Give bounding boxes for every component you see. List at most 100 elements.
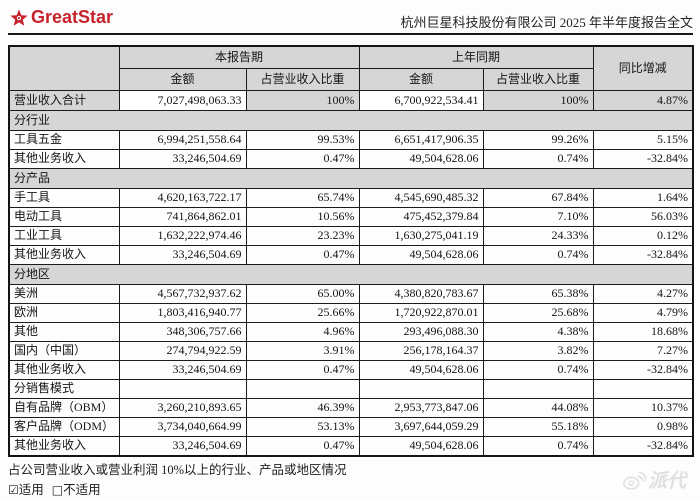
cell-amount-current: 6,994,251,558.64 (118, 130, 247, 150)
checkbox-applicable-checked: ☑ (8, 483, 19, 497)
cell-amount-prior: 1,720,922,870.01 (358, 303, 484, 323)
cell-pct-current: 0.47% (245, 245, 360, 265)
section-label-by-industry: 分行业 (8, 110, 694, 131)
revenue-breakdown-table: 本报告期 上年同期 同比增减 金额 占营业收入比重 金额 占营业收入比重 营业收… (8, 45, 695, 457)
checkbox-not-applicable: □ (51, 483, 64, 497)
table-row: 自有品牌（OBM） 3,260,210,893.65 46.39% 2,953,… (8, 398, 694, 418)
cell-empty (592, 379, 694, 399)
greatstar-logo: GreatStar (10, 7, 113, 28)
row-label: 国内（中国） (8, 341, 120, 361)
cell-pct-current: 100% (245, 90, 360, 111)
section-row-sales-mode: 分销售模式 (8, 379, 694, 399)
cell-pct-prior: 44.08% (482, 398, 594, 418)
cell-amount-prior: 1,630,275,041.19 (358, 226, 484, 246)
cell-pct-current: 46.39% (245, 398, 360, 418)
cell-pct-current: 99.53% (245, 130, 360, 150)
cell-amount-prior: 2,953,773,847.06 (358, 398, 484, 418)
cell-pct-current: 3.91% (245, 341, 360, 361)
row-label: 电动工具 (8, 207, 120, 227)
col-yoy-change: 同比增减 (592, 45, 694, 91)
cell-empty (482, 379, 594, 399)
cell-yoy: -32.84% (592, 436, 694, 457)
col-group-current-period: 本报告期 (118, 45, 360, 69)
cell-pct-prior: 99.26% (482, 130, 594, 150)
table-row: 其他业务收入 33,246,504.69 0.47% 49,504,628.06… (8, 360, 694, 380)
watermark-icon (622, 469, 646, 491)
cell-yoy: 56.03% (592, 207, 694, 227)
cell-pct-prior: 65.38% (482, 284, 594, 304)
cell-empty (358, 379, 484, 399)
cell-pct-prior: 55.18% (482, 417, 594, 437)
row-label: 营业收入合计 (8, 90, 120, 111)
cell-amount-prior: 475,452,379.84 (358, 207, 484, 227)
row-label: 手工具 (8, 188, 120, 208)
cell-amount-prior: 49,504,628.06 (358, 149, 484, 169)
col-pct-prior: 占营业收入比重 (482, 68, 594, 91)
page-header: GreatStar 杭州巨星科技股份有限公司 2025 年半年度报告全文 (8, 0, 693, 35)
cell-pct-prior: 0.74% (482, 245, 594, 265)
cell-amount-current: 7,027,498,063.33 (118, 90, 247, 111)
row-label: 其他 (8, 322, 120, 342)
cell-yoy: 0.12% (592, 226, 694, 246)
section-label-by-sales-mode: 分销售模式 (8, 379, 120, 399)
footnote-text: 占公司营业收入或营业利润 10%以上的行业、产品或地区情况 (8, 463, 347, 477)
table-row: 电动工具 741,864,862.01 10.56% 475,452,379.8… (8, 207, 694, 227)
section-label-by-product: 分产品 (8, 168, 694, 189)
cell-amount-current: 33,246,504.69 (118, 360, 247, 380)
row-label: 美洲 (8, 284, 120, 304)
cell-amount-prior: 4,545,690,485.32 (358, 188, 484, 208)
cell-pct-prior: 7.10% (482, 207, 594, 227)
cell-pct-current: 0.47% (245, 149, 360, 169)
cell-yoy: 18.68% (592, 322, 694, 342)
cell-pct-current: 53.13% (245, 417, 360, 437)
cell-amount-prior: 4,380,820,783.67 (358, 284, 484, 304)
table-row: 手工具 4,620,163,722.17 65.74% 4,545,690,48… (8, 188, 694, 208)
cell-pct-prior: 0.74% (482, 436, 594, 457)
cell-amount-current: 1,803,416,940.77 (118, 303, 247, 323)
col-group-prior-period: 上年同期 (358, 45, 594, 69)
cell-pct-prior: 24.33% (482, 226, 594, 246)
cell-yoy: -32.84% (592, 149, 694, 169)
row-label: 欧洲 (8, 303, 120, 323)
col-pct-current: 占营业收入比重 (245, 68, 360, 91)
cell-amount-current: 4,620,163,722.17 (118, 188, 247, 208)
table-row: 国内（中国） 274,794,922.59 3.91% 256,178,164.… (8, 341, 694, 361)
cell-amount-current: 3,260,210,893.65 (118, 398, 247, 418)
row-label: 工具五金 (8, 130, 120, 150)
table-row: 欧洲 1,803,416,940.77 25.66% 1,720,922,870… (8, 303, 694, 323)
row-label: 客户品牌（ODM） (8, 417, 120, 437)
cell-amount-current: 4,567,732,937.62 (118, 284, 247, 304)
section-row: 分地区 (8, 264, 694, 285)
corner-cell (8, 45, 120, 91)
not-applicable-label: 不适用 (63, 483, 101, 497)
cell-amount-prior: 293,496,088.30 (358, 322, 484, 342)
table-row: 其他业务收入 33,246,504.69 0.47% 49,504,628.06… (8, 436, 694, 457)
col-amount-prior: 金额 (358, 68, 484, 91)
cell-pct-prior: 0.74% (482, 149, 594, 169)
row-label: 其他业务收入 (8, 245, 120, 265)
cell-amount-current: 348,306,757.66 (118, 322, 247, 342)
cell-pct-current: 0.47% (245, 360, 360, 380)
cell-yoy: 1.64% (592, 188, 694, 208)
cell-pct-current: 23.23% (245, 226, 360, 246)
cell-pct-current: 25.66% (245, 303, 360, 323)
cell-yoy: 0.98% (592, 417, 694, 437)
table-row: 工具五金 6,994,251,558.64 99.53% 6,651,417,9… (8, 130, 694, 150)
cell-amount-current: 741,864,862.01 (118, 207, 247, 227)
table-row: 其他业务收入 33,246,504.69 0.47% 49,504,628.06… (8, 245, 694, 265)
cell-empty (245, 379, 360, 399)
row-label: 工业工具 (8, 226, 120, 246)
watermark: 派代 (622, 466, 686, 493)
cell-pct-current: 10.56% (245, 207, 360, 227)
cell-yoy: 5.15% (592, 130, 694, 150)
cell-empty (118, 379, 247, 399)
star-icon (10, 8, 28, 27)
report-title: 杭州巨星科技股份有限公司 2025 年半年度报告全文 (400, 15, 693, 30)
cell-amount-current: 1,632,222,974.46 (118, 226, 247, 246)
cell-amount-current: 3,734,040,664.99 (118, 417, 247, 437)
cell-pct-current: 0.47% (245, 436, 360, 457)
applicability-line: ☑适用 □不适用 (8, 479, 101, 498)
cell-pct-prior: 25.68% (482, 303, 594, 323)
table-row: 其他业务收入 33,246,504.69 0.47% 49,504,628.06… (8, 149, 694, 169)
